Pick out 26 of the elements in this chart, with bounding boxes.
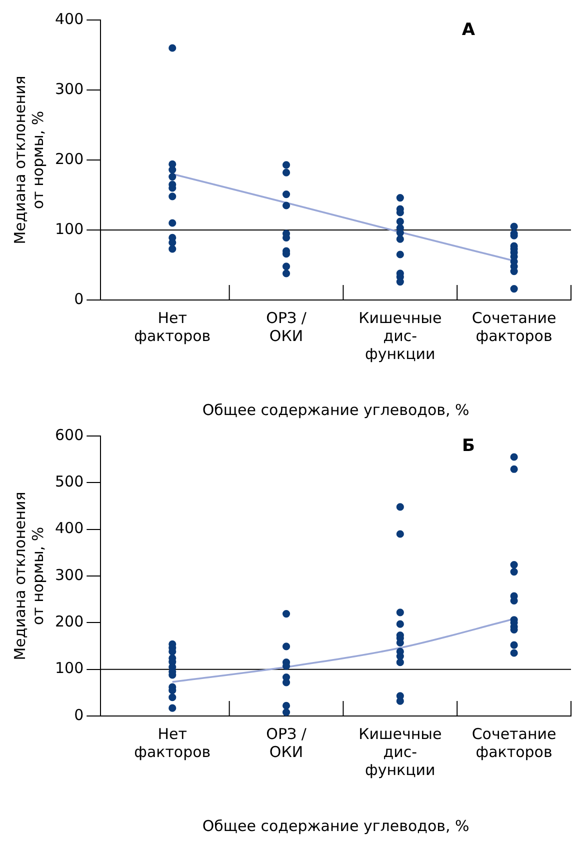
x-tick-label: Сочетание факторов — [472, 308, 556, 345]
y-axis-title: Медиана отклонения от нормы, % — [10, 492, 47, 660]
y-tick-label: 0 — [74, 706, 84, 724]
x-axis-title: Общее содержание углеводов, % — [202, 400, 470, 419]
y-tick-label: 200 — [54, 150, 84, 168]
y-tick-label: 300 — [54, 566, 84, 584]
x-axis-title: Общее содержание углеводов, % — [202, 816, 470, 835]
y-tick-label: 300 — [54, 80, 84, 98]
annotation: А — [462, 20, 476, 40]
y-tick-label: 100 — [54, 659, 84, 678]
y-axis-title: Медиана отклонения от нормы, % — [10, 76, 47, 244]
y-tick-label: 400 — [54, 519, 84, 538]
x-tick-label: Кишечные дис- функции — [358, 308, 442, 363]
y-tick-label: 100 — [54, 220, 84, 238]
x-tick-label: Сочетание факторов — [472, 724, 556, 761]
annotation: Б — [462, 436, 475, 456]
x-tick-label: Нет факторов — [134, 308, 211, 345]
x-tick-label: Нет факторов — [134, 724, 211, 761]
y-tick-label: 600 — [54, 426, 84, 444]
x-tick-label: Кишечные дис- функции — [358, 724, 442, 779]
y-tick-label: 500 — [54, 472, 84, 491]
y-tick-label: 0 — [74, 290, 84, 308]
y-tick-label: 400 — [54, 10, 84, 28]
x-tick-label: ОРЗ / ОКИ — [266, 724, 308, 761]
y-tick-label: 200 — [54, 612, 84, 631]
x-tick-label: ОРЗ / ОКИ — [266, 308, 308, 345]
